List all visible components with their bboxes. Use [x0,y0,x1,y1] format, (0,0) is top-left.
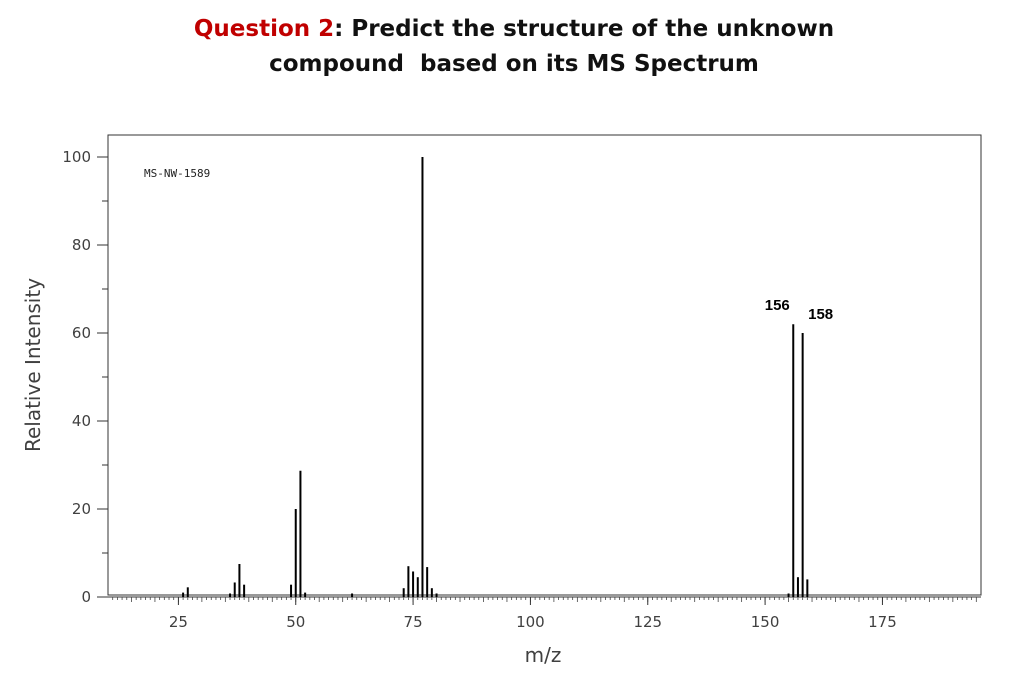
x-tick-label: 125 [633,613,662,631]
y-tick-label: 100 [62,148,91,166]
peak-label-156: 156 [765,297,790,314]
x-tick-label: 150 [751,613,780,631]
y-tick-label: 20 [72,500,91,518]
title-line-1-text: : Predict the structure of the unknown [334,16,835,42]
question-title: Question 2: Predict the structure of the… [0,12,1028,82]
x-axis-ticks: 25 50 75 100 125 150 175 [169,597,897,631]
y-axis-ticks: 0 20 40 60 80 100 [62,148,108,606]
y-axis-label: Relative Intensity [21,278,45,452]
question-number: Question 2 [193,16,335,42]
y-tick-label: 40 [72,412,91,430]
minor-tick-marks [108,596,981,602]
title-line-1: Question 2: Predict the structure of the… [0,12,1028,47]
spectrum-peaks [182,157,809,597]
x-tick-label: 175 [868,613,897,631]
y-tick-label: 0 [81,588,91,606]
x-axis-label: m/z [525,643,562,667]
y-tick-label: 60 [72,324,91,342]
title-line-2: compound based on its MS Spectrum [269,51,759,77]
y-tick-label: 80 [72,236,91,254]
x-tick-label: 25 [169,613,188,631]
peak-labels: 156 158 [765,297,833,323]
plot-frame [107,134,982,596]
x-tick-label: 100 [516,613,545,631]
peak-label-158: 158 [808,306,833,323]
x-tick-label: 75 [404,613,423,631]
spectrum-id-annotation: MS-NW-1589 [144,167,210,180]
x-tick-label: 50 [286,613,305,631]
